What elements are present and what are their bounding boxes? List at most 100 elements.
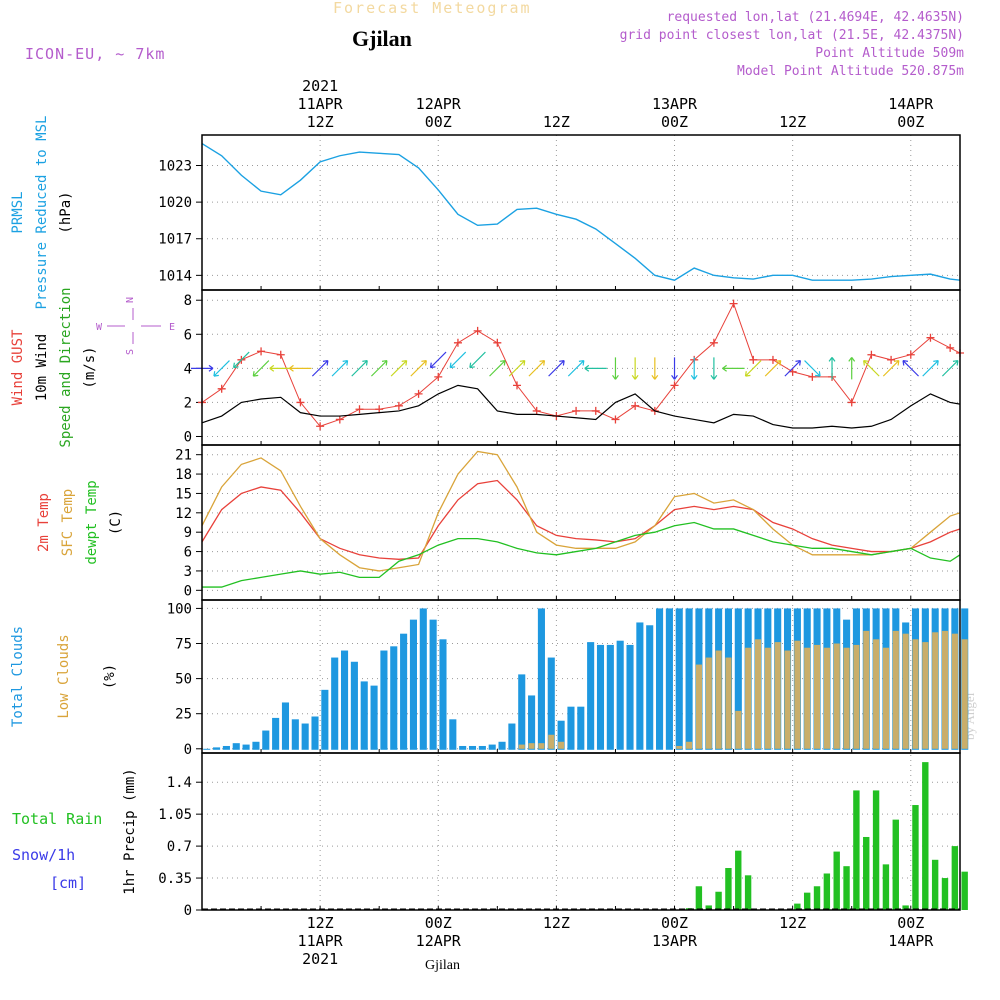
low-cloud-bar <box>745 647 752 749</box>
gust-marker <box>729 299 738 308</box>
low-cloud-bar <box>558 741 565 749</box>
total-cloud-bar <box>567 706 575 750</box>
panel-frame <box>201 444 961 601</box>
side-label: SFC Temp <box>60 489 76 556</box>
y-tick-label: 6 <box>184 327 192 343</box>
low-cloud-bar <box>951 633 958 749</box>
top-time-label: 11APR <box>298 95 344 113</box>
total-cloud-bar <box>419 608 427 750</box>
gust-marker <box>335 415 344 424</box>
total-cloud-bar <box>587 642 595 750</box>
low-cloud-bar <box>814 644 821 749</box>
bottom-time-label: 11APR <box>298 932 344 950</box>
gust-marker <box>768 355 777 364</box>
wind-arrow <box>289 364 312 372</box>
wind-arrow <box>882 359 900 377</box>
gust-marker <box>572 406 581 415</box>
y-tick-label: 9 <box>184 525 192 541</box>
total-cloud-bar <box>656 608 664 750</box>
gust-marker <box>434 372 443 381</box>
low-cloud-bar <box>764 647 771 749</box>
wind-arrow <box>784 359 802 377</box>
total-cloud-bar <box>281 702 290 750</box>
gust-marker <box>808 372 817 381</box>
low-cloud-bar <box>538 743 545 749</box>
top-time-label: 12Z <box>307 113 334 131</box>
y-tick-label: 1017 <box>158 232 192 248</box>
side-label: Speed and Direction <box>58 287 74 447</box>
rain-bar <box>705 905 712 910</box>
total-cloud-bar <box>380 650 388 750</box>
total-cloud-bar <box>449 719 457 750</box>
rain-bar <box>833 851 840 910</box>
gust-marker <box>355 405 364 414</box>
side-labels-temp: 2m Temp SFC Temp dewpt Temp (C) <box>36 480 124 564</box>
low-cloud-bar <box>941 630 949 749</box>
total-cloud-bar <box>675 608 683 750</box>
low-cloud-bar <box>873 639 880 749</box>
wind-arrow <box>489 359 506 377</box>
wind-arrow <box>548 359 565 377</box>
gust-marker <box>867 350 876 359</box>
wind-arrow <box>848 356 856 380</box>
total-cloud-bar <box>340 650 349 750</box>
side-label: (hPa) <box>58 191 74 233</box>
side-label: Pressure Reduced to MSL <box>34 116 50 310</box>
precip-labels: 1hr Precip (mm) Total Rain Snow/1h [cm] <box>12 768 138 894</box>
low-cloud-bar <box>686 741 693 749</box>
gust-marker <box>749 355 758 364</box>
gust-marker <box>257 347 266 356</box>
wind-arrow <box>311 359 329 377</box>
rain-bar <box>695 886 703 910</box>
wind-arrow <box>828 356 836 380</box>
low-cloud-bar <box>823 647 830 749</box>
top-time-label: 12Z <box>543 113 570 131</box>
side-label: Total Clouds <box>10 626 26 727</box>
panel-temp: 0 3 6 9 12 15 18 21 <box>175 448 960 600</box>
wind-arrow <box>804 360 821 377</box>
wind-arrow <box>469 351 486 369</box>
top-time-label: 12Z <box>779 113 806 131</box>
top-time-label: 00Z <box>897 113 924 131</box>
total-cloud-bar <box>636 622 644 750</box>
total-cloud-bar <box>626 644 634 750</box>
time-gridlines <box>319 135 912 910</box>
wind-arrow <box>351 359 368 377</box>
total-cloud-bar <box>370 685 378 750</box>
low-cloud-bar <box>912 639 919 749</box>
wind-arrow <box>710 357 718 380</box>
gust-marker <box>316 422 325 431</box>
top-time-label: 2021 <box>302 77 338 95</box>
total-cloud-bar <box>203 748 211 750</box>
snow-unit: [cm] <box>50 874 86 892</box>
rain-bar <box>803 892 811 910</box>
y-tick-label: 6 <box>184 545 192 561</box>
total-cloud-bar <box>321 689 329 750</box>
gust-marker <box>887 355 896 364</box>
total-cloud-bar <box>616 640 624 750</box>
wind-arrow <box>671 357 678 380</box>
low-cloud-bar <box>843 647 850 749</box>
wind-arrow <box>449 351 467 369</box>
gust-marker <box>375 405 384 414</box>
total-cloud-bar <box>734 608 742 750</box>
compass-n: N <box>125 297 136 303</box>
total-cloud-bar <box>577 706 585 750</box>
low-cloud-bar <box>715 650 722 749</box>
rain-bar <box>794 903 801 910</box>
rain-bars <box>685 762 968 910</box>
side-label: dewpt Temp <box>84 480 100 564</box>
y-tick-label: 0.35 <box>158 871 192 887</box>
gust-marker <box>513 381 522 390</box>
low-cloud-bar <box>774 642 781 749</box>
rain-bar <box>744 875 752 910</box>
top-time-label: 14APR <box>888 95 934 113</box>
low-cloud-bar <box>705 657 712 749</box>
compass-e: E <box>169 322 175 333</box>
panel-clouds: 0 25 50 75 100 <box>167 601 960 758</box>
y-tick-label: 0.7 <box>167 839 192 855</box>
total-cloud-bar <box>242 744 250 750</box>
rain-bar <box>902 905 909 910</box>
